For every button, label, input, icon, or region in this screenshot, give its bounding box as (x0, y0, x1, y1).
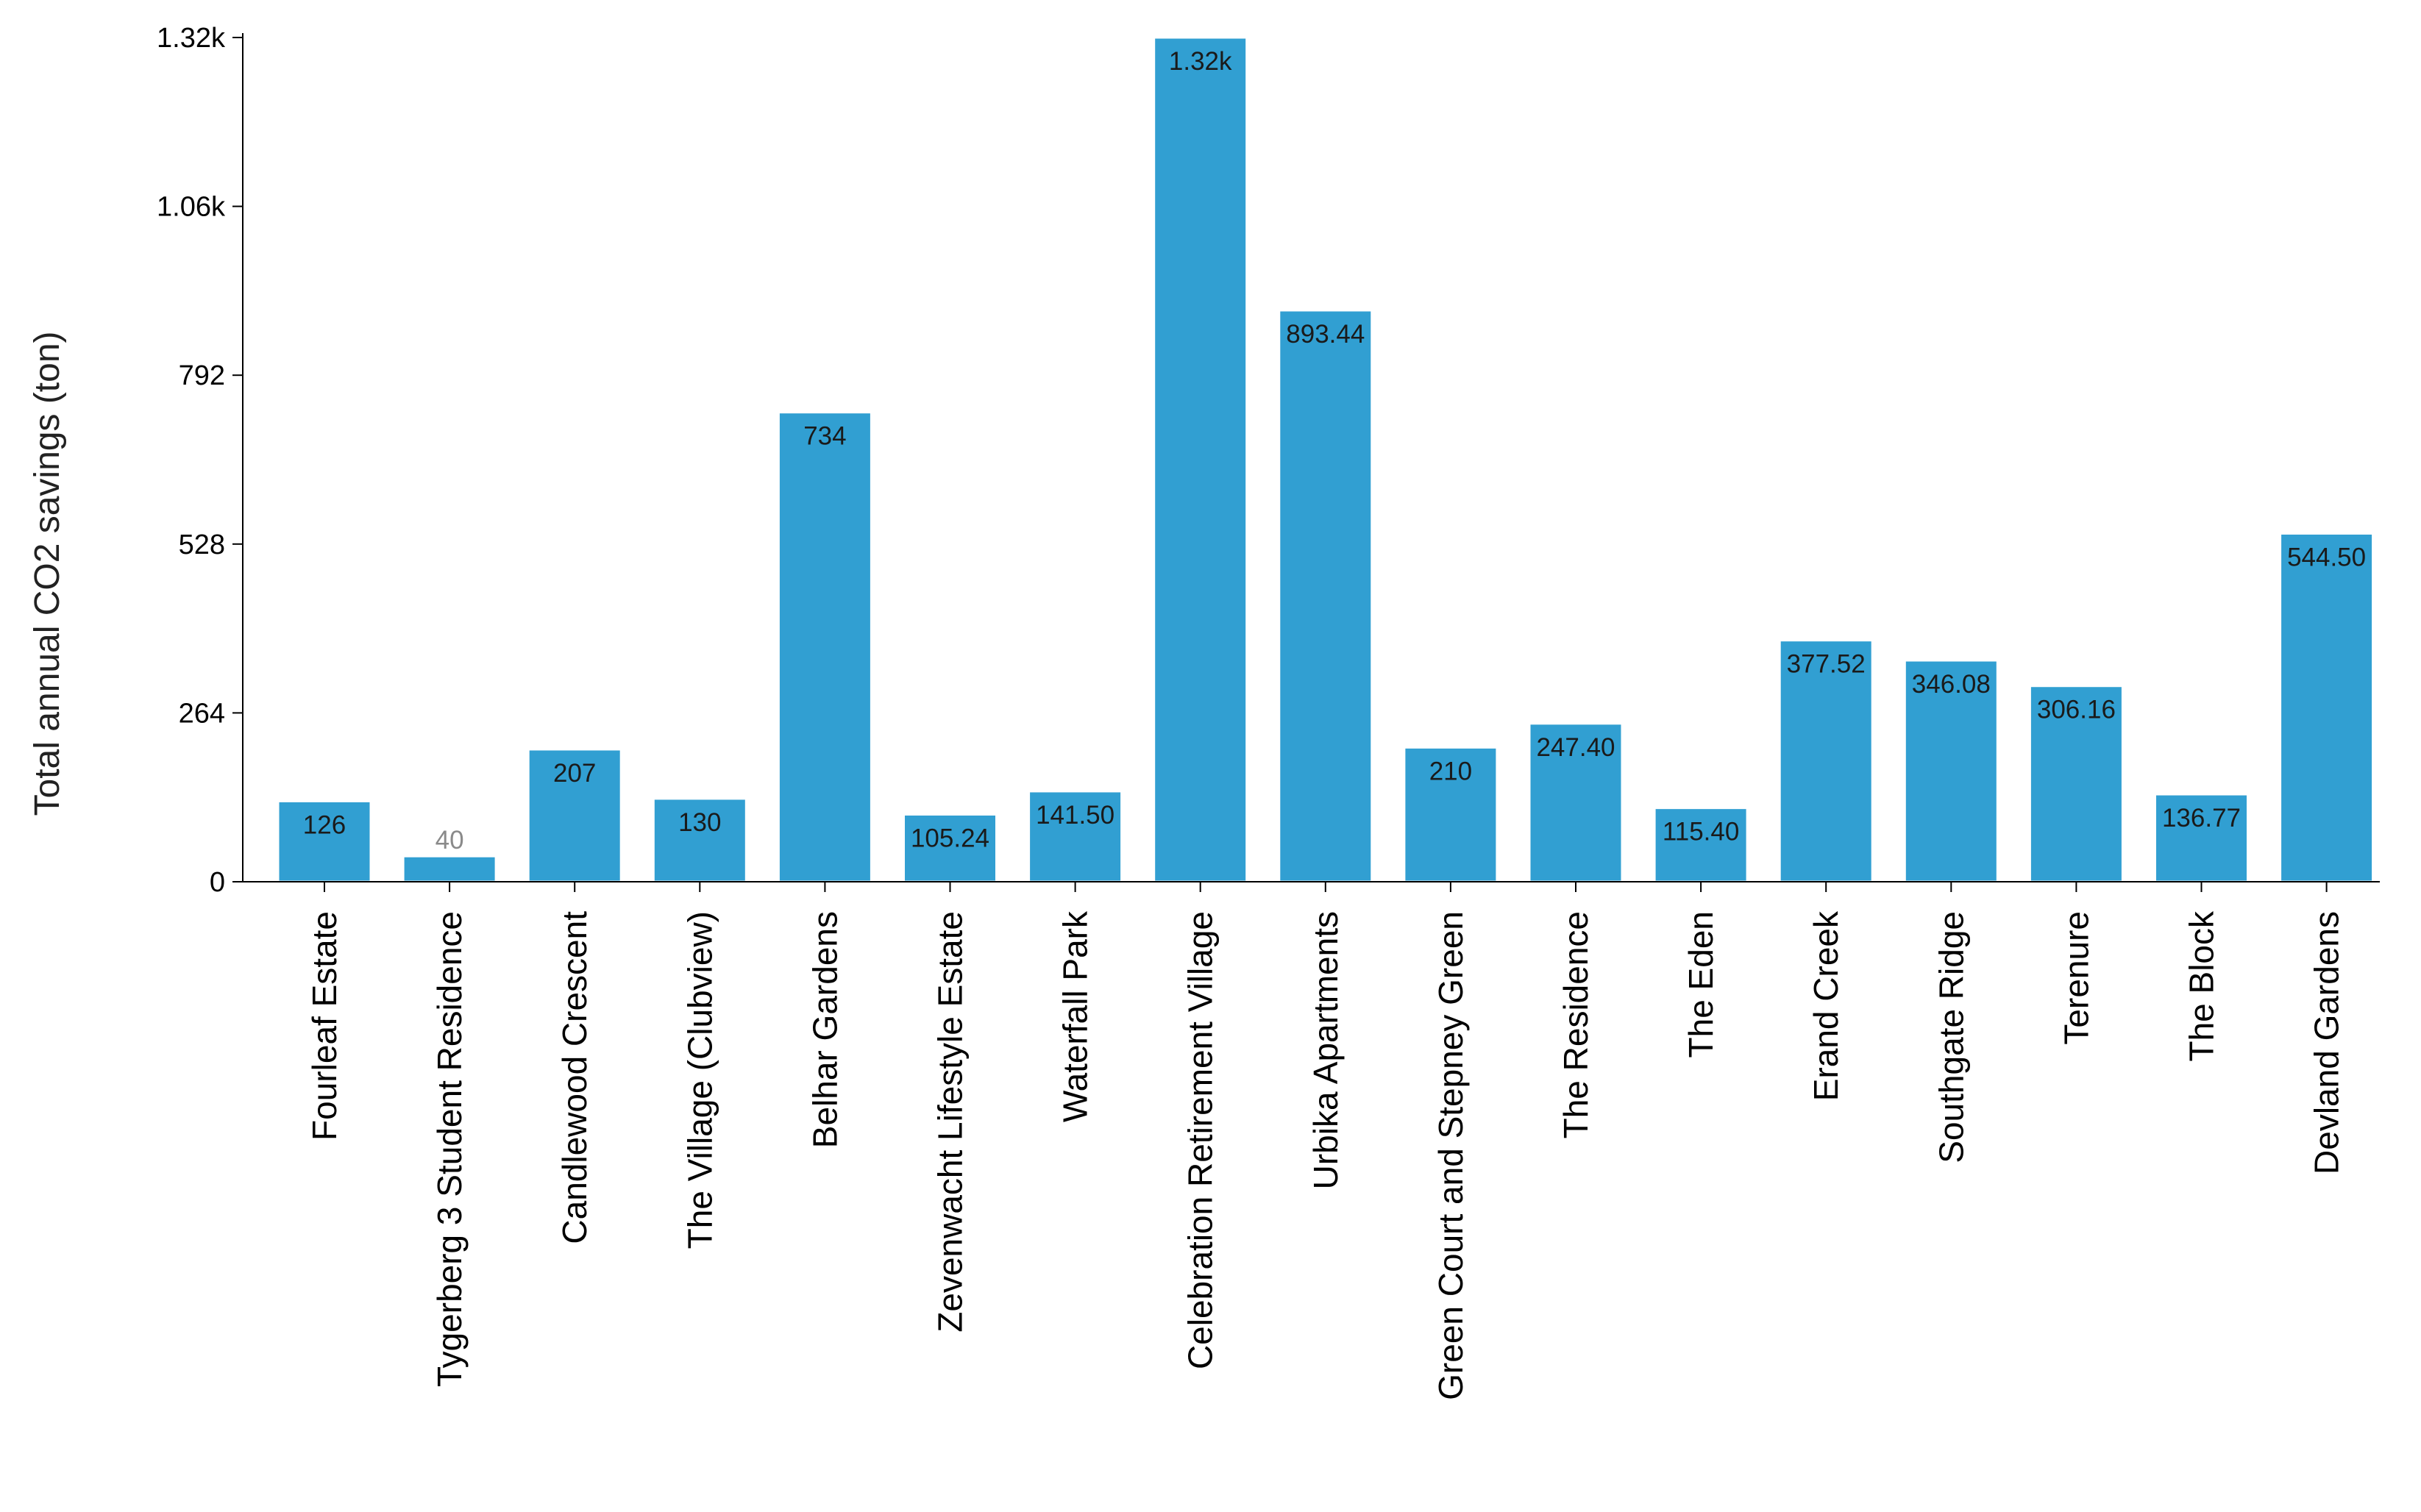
bar-data-label: 1.32k (1169, 47, 1232, 76)
x-tick-label: Belhar Gardens (806, 911, 844, 1148)
x-tick-label: Erand Creek (1807, 910, 1845, 1101)
y-tick-label: 0 (210, 867, 225, 898)
bar-data-label: 115.40 (1663, 818, 1739, 846)
y-ticks-layer: 0 264 528 792 1.06k 1.32k (157, 23, 243, 898)
bar (2154, 793, 2249, 883)
y-tick-label: 1.32k (157, 23, 226, 54)
y-tick-label: 264 (179, 698, 225, 729)
bar-data-label: 377.52 (1787, 650, 1866, 679)
axes-layer (242, 33, 2380, 882)
x-tick-label: Fourleaf Estate (305, 911, 344, 1141)
x-ticks-layer: Fourleaf Estate Tygerberg 3 Student Resid… (305, 882, 2346, 1400)
data-labels-layer: 126 40 207 130 734 105.24 141.50 1.32k 893.44 210… (303, 47, 2366, 855)
bar-data-label: 141.50 (1036, 801, 1114, 830)
bar (1653, 807, 1749, 883)
x-tick-label: The Block (2183, 910, 2221, 1062)
x-tick-label: Urbika Apartments (1307, 911, 1345, 1189)
bar-data-label: 207 (553, 759, 596, 788)
x-tick-label: Green Court and Stepney Green (1432, 911, 1470, 1400)
bar (277, 799, 372, 883)
bar-data-label: 544.50 (2287, 543, 2366, 571)
bar (402, 855, 497, 883)
bar-data-label: 130 (678, 808, 721, 837)
bar (1903, 659, 1999, 883)
y-axis-title: Total annual CO2 savings (ton) (28, 331, 67, 816)
bar (527, 748, 622, 883)
bar (1278, 309, 1373, 883)
bar-data-label: 893.44 (1286, 320, 1365, 349)
bar-data-label: 40 (436, 826, 464, 855)
bar-data-label: 136.77 (2162, 804, 2241, 832)
bar (2279, 532, 2375, 883)
bar (777, 411, 872, 883)
bar-data-label: 105.24 (911, 824, 989, 852)
bar-data-label: 210 (1429, 757, 1472, 785)
x-tick-label: Candlewood Crescent (555, 911, 594, 1244)
y-tick-label: 528 (179, 529, 225, 560)
bar (1153, 36, 1248, 883)
x-tick-label: The Eden (1682, 911, 1720, 1058)
bars-layer (277, 36, 2375, 883)
bar (2028, 685, 2124, 883)
x-tick-label: Celebration Retirement Village (1181, 911, 1220, 1369)
x-tick-label: Tygerberg 3 Student Residence (430, 911, 469, 1387)
bar-data-label: 247.40 (1536, 733, 1615, 762)
bar (903, 813, 998, 883)
y-tick-label: 792 (179, 360, 225, 391)
x-tick-label: Zevenwacht Lifestyle Estate (931, 911, 970, 1333)
x-tick-label: Waterfall Park (1056, 910, 1095, 1122)
bar-data-label: 126 (303, 810, 346, 839)
x-tick-label: Southgate Ridge (1932, 911, 1970, 1163)
y-tick-label: 1.06k (157, 192, 226, 223)
bar-data-label: 734 (803, 422, 846, 451)
bar (1403, 746, 1499, 883)
bar-data-label: 346.08 (1912, 670, 1991, 699)
x-tick-label: Devland Gardens (2308, 911, 2346, 1174)
x-tick-label: Terenure (2057, 911, 2095, 1045)
bar-data-label: 306.16 (2037, 696, 2116, 724)
x-tick-label: The Village (Clubview) (680, 911, 719, 1249)
x-tick-label: The Residence (1557, 911, 1595, 1138)
